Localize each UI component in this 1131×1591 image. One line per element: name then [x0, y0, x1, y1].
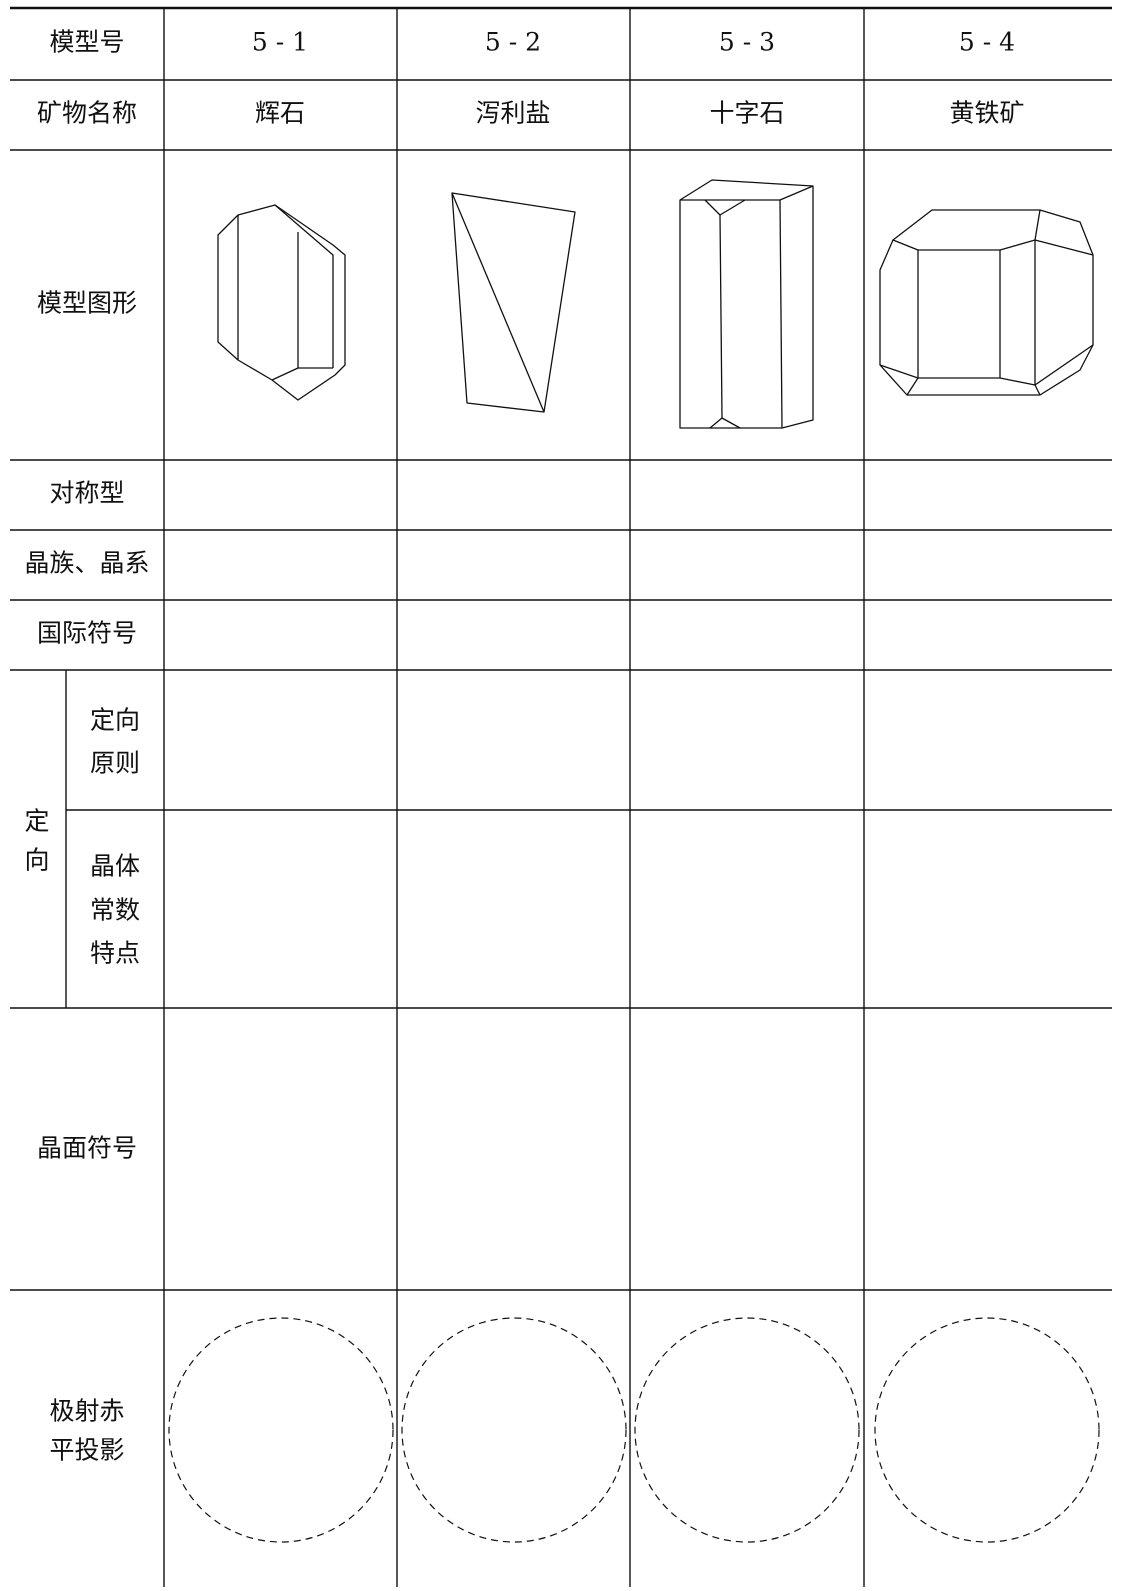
sub-row-label: 定向	[90, 706, 140, 735]
model-number: 5 - 4	[959, 28, 1015, 57]
sub-row-label: 特点	[90, 939, 140, 968]
mineral-label: 矿物名称	[37, 99, 137, 128]
mineral-name: 泻利盐	[475, 99, 550, 128]
mineral-name: 黄铁矿	[949, 99, 1024, 128]
projection-circle	[874, 1317, 1100, 1543]
model-number: 5 - 1	[252, 28, 308, 57]
model-number: 5 - 3	[719, 28, 775, 57]
row-label: 晶族、晶系	[24, 549, 149, 578]
projection-circle	[634, 1317, 860, 1543]
projection-circle	[168, 1317, 394, 1543]
row-label: 极射赤	[49, 1397, 124, 1426]
sub-row-label: 常数	[90, 896, 140, 925]
row-label: 国际符号	[37, 619, 137, 648]
crystal-pyrite	[879, 209, 1094, 396]
row-label: 平投影	[49, 1436, 124, 1465]
crystal-epsomite	[451, 192, 576, 413]
row-label: 定	[24, 807, 49, 836]
row-label: 晶面符号	[37, 1134, 137, 1163]
mineral-name: 十字石	[709, 99, 784, 128]
sub-row-label: 晶体	[90, 852, 140, 881]
row-label: 向	[24, 846, 49, 875]
row-label: 模型图形	[37, 289, 137, 318]
crystal-staurolite	[679, 179, 814, 429]
mineral-name: 辉石	[255, 99, 305, 128]
projection-circle	[401, 1317, 627, 1543]
sub-row-label: 原则	[90, 749, 140, 778]
crystal-pyroxene	[217, 204, 346, 401]
row-label: 对称型	[49, 479, 124, 508]
model-number: 5 - 2	[485, 28, 541, 57]
model-label: 模型号	[49, 28, 124, 57]
